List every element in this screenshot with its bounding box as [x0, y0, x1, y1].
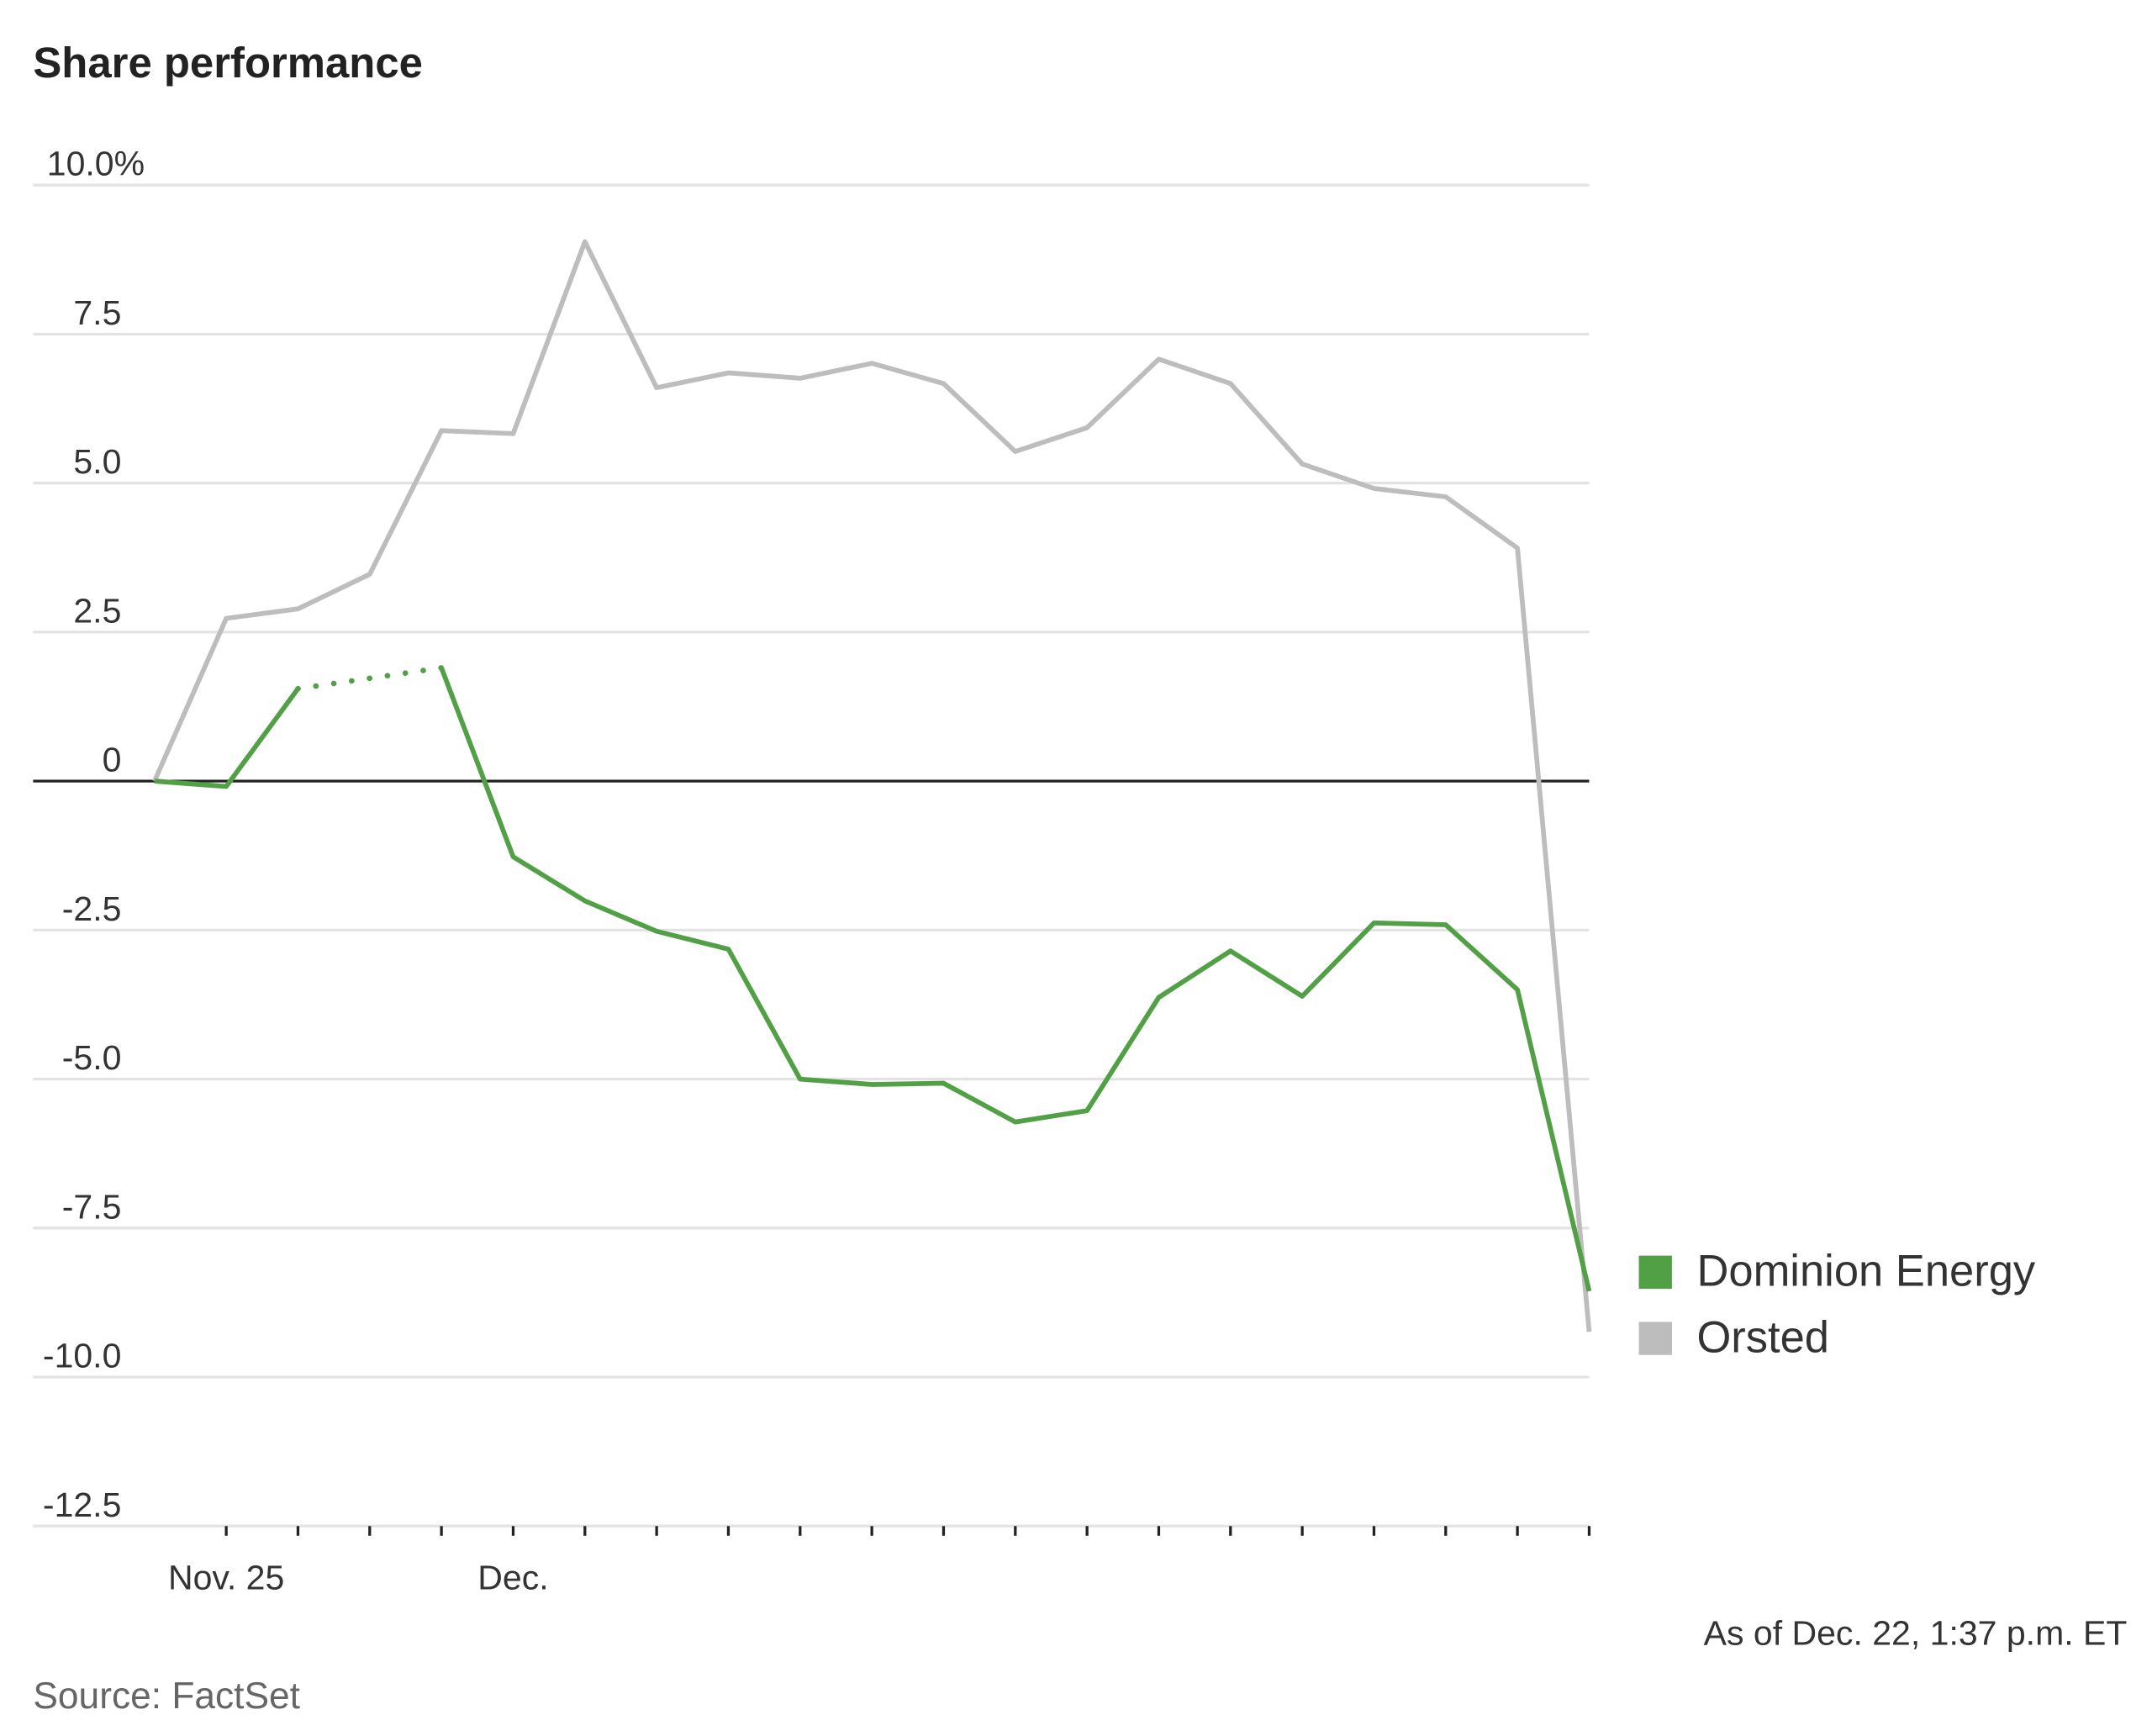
timestamp-note: As of Dec. 22, 1:37 p.m. ET [1704, 1613, 2128, 1652]
y-tick-label: 5.0 [73, 442, 121, 481]
series-line [154, 667, 1592, 1292]
legend: Dominion Energy Orsted [1638, 1247, 2036, 1363]
y-tick-label: 2.5 [73, 591, 121, 630]
legend-swatch-orsted [1638, 1322, 1672, 1355]
series-orsted [152, 239, 1592, 1332]
gap-dotted-segment [295, 665, 445, 692]
y-axis-labels: 10.0% 7.5 5.0 2.5 0 -2.5 -5.0 -7.5 -10.0 -12.5 [43, 145, 145, 1524]
x-tick-label: Nov. 25 [168, 1559, 284, 1597]
series-dominion-energy [154, 665, 1592, 1292]
gridlines [33, 183, 1590, 1528]
series-lines [152, 239, 1592, 1332]
x-axis: Nov. 25 Dec. [168, 1526, 1591, 1597]
legend-label-dominion: Dominion Energy [1696, 1247, 2035, 1296]
y-tick-label: 0 [103, 741, 122, 779]
source-note: Source: FactSet [33, 1675, 300, 1717]
y-tick-label: 10.0% [47, 145, 145, 183]
y-tick-label: -2.5 [62, 889, 122, 928]
y-tick-label: -7.5 [62, 1187, 122, 1226]
x-tick-label: Dec. [477, 1559, 548, 1597]
y-tick-label: -12.5 [43, 1485, 122, 1524]
series-line [152, 239, 1592, 1332]
y-tick-label: 7.5 [73, 293, 121, 332]
y-tick-label: -5.0 [62, 1038, 122, 1077]
legend-swatch-dominion [1638, 1255, 1672, 1290]
legend-label-orsted: Orsted [1696, 1313, 1829, 1363]
y-tick-label: -10.0 [43, 1337, 122, 1375]
chart-title: Share performance [33, 39, 423, 87]
